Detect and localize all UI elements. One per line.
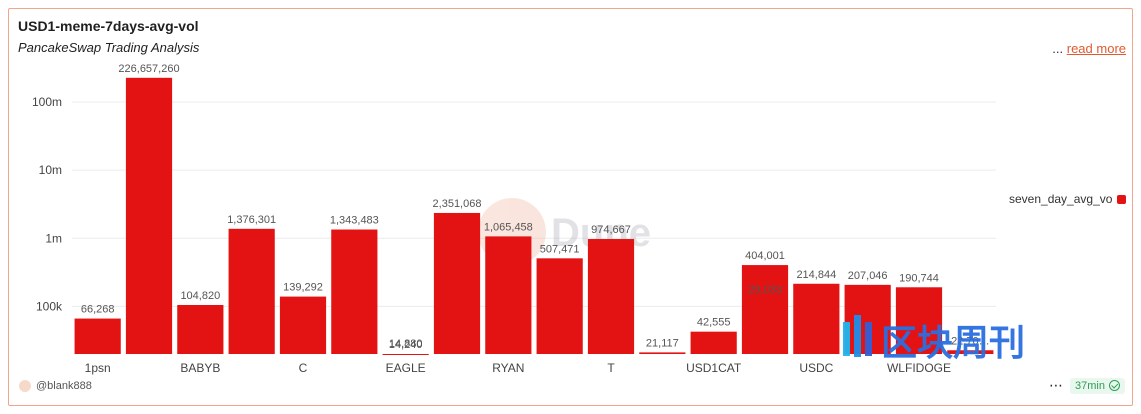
data-label-secondary: 29,033 [748,284,782,296]
bar [433,212,481,354]
brand-logo-bar-3 [865,322,872,356]
read-more-area: ... read more [1052,41,1126,56]
data-label: 104,820 [180,290,220,302]
bar [74,318,121,354]
bar [485,236,532,354]
data-label: 42,555 [697,317,731,329]
chart-title: USD1-meme-7days-avg-vol [18,18,199,34]
data-label: 507,471 [540,243,580,255]
x-tick-label: EAGLE [386,361,426,375]
bar [793,283,840,354]
read-more-ellipsis: ... [1052,41,1064,56]
bar [331,229,378,354]
brand-logo-bar-1 [843,322,850,356]
data-label: 139,292 [283,282,323,294]
chart-card: USD1-meme-7days-avg-vol PancakeSwap Trad… [8,8,1133,406]
labels-layer: 66,268 226,657,260 104,820 1,376,301 139,292… [81,63,990,351]
bar [741,265,789,354]
legend-swatch [1117,194,1126,204]
y-tick-label: 100m [32,95,62,109]
data-label: 226,657,260 [118,63,179,75]
x-tick-label: C [299,361,308,375]
legend-label: seven_day_avg_vol [1009,192,1113,206]
x-tick-label: WLFIDOGE [887,361,951,375]
author-block[interactable]: @blank888 [19,380,92,392]
read-more-link[interactable]: read more [1066,41,1126,56]
x-tick-label: USDC [799,361,833,375]
bar [228,228,275,354]
data-label: 1,376,301 [227,214,276,226]
x-tick-label: BABYB [180,361,220,375]
bar [895,287,943,354]
grid-layer [72,101,996,307]
data-label-secondary: 14,880 [389,338,423,350]
y-tick-label: 1m [45,231,62,245]
bar [125,77,173,354]
bar [279,296,327,354]
data-label: 14,240 [389,339,423,351]
brand-watermark: 区块周刊 [843,315,1025,364]
brand-watermark-text: 区块周刊 [881,323,1025,364]
check-circle-icon [1109,380,1120,391]
x-tick-label: 1psn [85,361,111,375]
bar [947,350,994,354]
data-label: 1,065,458 [484,221,533,233]
bar [536,258,583,354]
x-tick-label: RYAN [492,361,524,375]
data-label: 2,351,068 [433,198,482,210]
data-label: 190,744 [899,272,939,284]
bar [587,239,635,354]
data-label: 974,667 [591,224,631,236]
bars-layer [74,77,994,355]
more-options-icon[interactable]: ⋯ [1049,377,1063,393]
bar [177,304,224,354]
bar [382,354,429,355]
bar [690,331,737,354]
data-label: 207,046 [848,270,888,282]
footer-actions: ⋯ 37min [1049,377,1125,394]
data-label: 404,001 [745,250,785,262]
data-label: 21,117 [646,337,679,349]
avatar [19,380,31,392]
refresh-time-text: 37min [1075,379,1105,392]
data-label: 66,268 [81,304,115,316]
y-tick-label: 10m [39,163,62,177]
chart-subtitle: PancakeSwap Trading Analysis [18,40,200,55]
data-label: 1,343,483 [330,215,379,227]
legend[interactable]: seven_day_avg_vol [1006,190,1126,208]
data-label: 214,844 [796,269,836,281]
refresh-time-badge[interactable]: 37min [1070,377,1125,394]
y-tick-label: 100k [36,299,63,313]
x-tick-label: T [607,361,615,375]
x-tick-label: USD1CAT [686,361,742,375]
author-handle: @blank888 [36,380,92,392]
axis-layer: 100k 1m 10m 100m 1psn BABYB C EAGLE RYAN T USD1CAT… [32,95,951,375]
brand-logo-bar-2 [854,315,861,357]
bar-chart: Dune 66,268226,657,260104,8201,376,30113… [32,63,1025,375]
bar [639,352,686,354]
data-label: 22,70… [951,335,990,347]
